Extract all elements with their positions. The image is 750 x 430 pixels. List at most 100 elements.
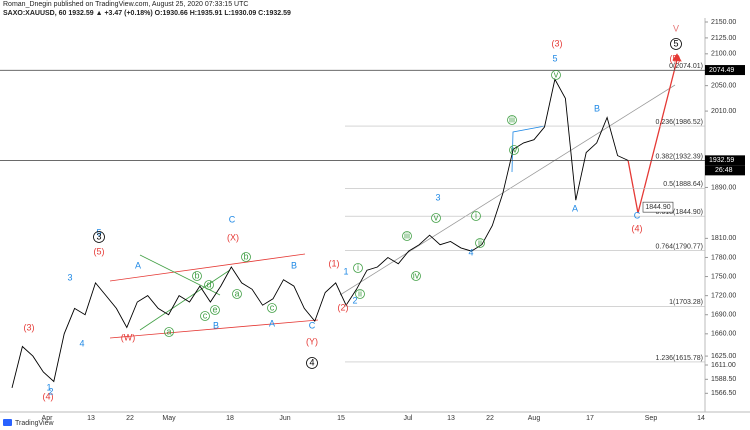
x-tick-label: Aug [528,415,541,422]
wave-circle [267,303,277,313]
wave-label: (Y) [306,336,318,346]
wave-circle [507,115,517,125]
x-tick-label: 13 [87,415,95,422]
fib-label: 1.236(1615.78) [656,355,703,362]
y-tick-label: 1720.00 [711,292,736,299]
symbol-line: SAXO:XAUUSD, 60 1932.59 ▲ +3.47 (+0.18%)… [3,10,291,17]
y-tick-label: 2150.00 [711,19,736,26]
x-tick-label: 22 [126,415,134,422]
author-line: Roman_Dnegin published on TradingView.co… [3,1,248,8]
wave-label: d [206,279,211,289]
y-tick-label: 1566.50 [711,390,736,397]
wave-label: C [309,320,316,330]
wave-label: 2 [48,386,53,396]
wave-label: (4) [43,391,54,401]
wave-label: A [135,260,141,270]
wave-label: v [434,212,439,222]
x-tick-label: Sep [645,415,658,422]
wave-label: c [270,302,275,312]
wave-label: C [634,210,641,220]
wave-label: (W) [121,332,136,342]
fib-label: 0.382(1932.39) [656,153,703,160]
wave-label: i [475,210,477,220]
wave-label: ii [478,237,482,247]
x-tick-label: 22 [486,415,494,422]
y-tick-label: 2010.00 [711,108,736,115]
brand: TradingView [15,420,54,427]
wave-label: a [166,326,171,336]
wave-label: C [229,214,236,224]
wave-label: ii [358,288,362,298]
y-tick-label: 1750.00 [711,273,736,280]
wave-label: b [194,270,199,280]
y-tick-label: 2125.00 [711,35,736,42]
wave-label: V [673,23,679,33]
wave-label: (X) [227,232,239,242]
wave-label: (3) [552,38,563,48]
wave-label: 5 [96,227,101,237]
wave-circle [353,263,363,273]
wave-label: B [213,320,219,330]
wave-label: iv [511,144,518,154]
wave-label: (2) [338,302,349,312]
x-tick-label: 15 [337,415,345,422]
wave-circle [475,238,485,248]
wave-circle [551,70,561,80]
y-tick-label: 1660.00 [711,331,736,338]
y-tick-label: 1588.50 [711,376,736,383]
wave-label: 1 [343,266,348,276]
fib-label: 0.764(1790.77) [656,243,703,250]
x-tick-label: Apr [42,415,54,422]
x-tick-label: 18 [226,415,234,422]
price-marker-label: 2074.49 [709,67,734,74]
wave-label: (4) [632,223,643,233]
wave-label: 5 [552,53,557,63]
wave-circle [164,327,174,337]
wave-label: B [291,260,297,270]
x-tick-label: Jul [404,415,413,422]
wave-circle [200,311,210,321]
fib-label: 0(2074.01) [669,63,703,70]
wave-label: c [203,310,208,320]
fib-label: 0.5(1888.64) [663,181,703,188]
wave-circle [241,252,251,262]
price-marker [705,155,745,166]
wave-circle [210,305,220,315]
x-tick-label: May [162,415,176,422]
y-tick-label: 2100.00 [711,51,736,58]
target-box [642,201,674,213]
wave-circle [411,271,421,281]
x-tick-label: 14 [697,415,705,422]
x-tick-label: 13 [447,415,455,422]
x-tick-label: 17 [586,415,594,422]
wave-label: i [357,262,359,272]
wave-circle [431,213,441,223]
wave-label: 4 [79,338,84,348]
wave-label: A [572,203,578,213]
wave-label: b [243,251,248,261]
countdown-box [705,165,745,176]
y-tick-label: 1690.00 [711,312,736,319]
price-marker-label: 1932.59 [709,157,734,164]
x-tick-label: Jun [279,415,290,422]
wave-circle [402,231,412,241]
fib-label: 1(1703.28) [669,299,703,306]
wave-label: a [234,288,239,298]
wave-label: iii [404,230,410,240]
wave-circle [355,289,365,299]
wave-label: 5 [673,38,678,48]
wave-circle [93,231,105,243]
fib-label: 0.618(1844.90) [656,209,703,216]
wave-label: iv [413,270,420,280]
wave-label: (5) [670,53,681,63]
wave-circle [306,357,318,369]
drawings [109,53,682,339]
wave-label: 3 [96,231,101,241]
wave-label: (3) [24,322,35,332]
wave-label: B [594,103,600,113]
wave-label: 3 [435,192,440,202]
price-marker [705,65,745,76]
price-line [11,78,629,389]
